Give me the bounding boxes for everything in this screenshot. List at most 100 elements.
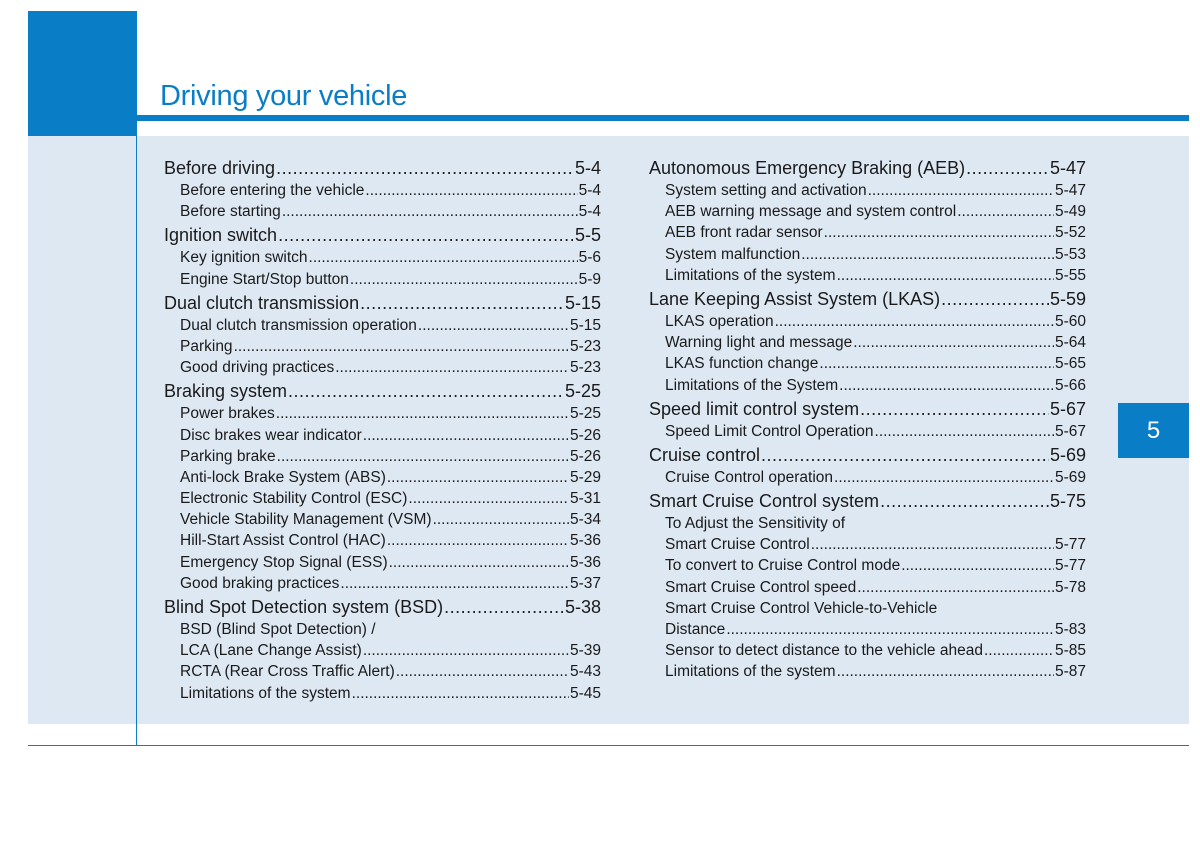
- toc-subsection-entry[interactable]: Vehicle Stability Management (VSM) 5-34: [164, 509, 601, 530]
- toc-page-number: 5-59: [1049, 288, 1086, 309]
- toc-page-number: 5-75: [1049, 491, 1086, 512]
- toc-page-number: 5-34: [569, 511, 601, 529]
- toc-subsection-entry[interactable]: LKAS operation 5-60: [649, 311, 1086, 332]
- chapter-tab[interactable]: 5: [1118, 403, 1189, 458]
- toc-subsection-entry[interactable]: Limitations of the system 5-87: [649, 661, 1086, 682]
- toc-subsection-entry[interactable]: Smart Cruise Control speed 5-78: [649, 577, 1086, 598]
- toc-subsection-entry[interactable]: Smart Cruise Control Vehicle-to-Vehicle: [649, 598, 1086, 619]
- toc-subsection-entry[interactable]: Speed Limit Control Operation 5-67: [649, 421, 1086, 442]
- toc-entry-label: Speed limit control system: [649, 398, 860, 419]
- toc-subsection-entry[interactable]: Limitations of the system 5-45: [164, 683, 601, 704]
- toc-subsection-entry[interactable]: AEB warning message and system control 5-…: [649, 201, 1086, 222]
- toc-subsection-entry[interactable]: Hill-Start Assist Control (HAC) 5-36: [164, 530, 601, 551]
- toc-right-column: Autonomous Emergency Braking (AEB)5-47Sy…: [649, 155, 1086, 683]
- toc-section-entry[interactable]: Braking system 5-25: [164, 379, 601, 403]
- toc-page-number: 5-25: [564, 381, 601, 402]
- toc-dot-leader: [350, 269, 578, 290]
- toc-section-entry[interactable]: Speed limit control system 5-67: [649, 397, 1086, 421]
- toc-page-number: 5-26: [569, 426, 601, 444]
- toc-subsection-entry[interactable]: LCA (Lane Change Assist) 5-39: [164, 640, 601, 661]
- toc-dot-leader: [282, 201, 578, 222]
- toc-dot-leader: [901, 555, 1054, 576]
- toc-dot-leader: [824, 222, 1054, 243]
- toc-page-number: 5-67: [1049, 398, 1086, 419]
- toc-section-entry[interactable]: Smart Cruise Control system 5-75: [649, 489, 1086, 513]
- toc-entry-label: Cruise control: [649, 444, 761, 465]
- toc-dot-leader: [360, 291, 564, 315]
- toc-section-entry[interactable]: Cruise control 5-69: [649, 443, 1086, 467]
- toc-section-entry[interactable]: Before driving 5-4: [164, 156, 601, 180]
- toc-dot-leader: [966, 156, 1049, 180]
- toc-dot-leader: [234, 336, 569, 357]
- toc-subsection-entry[interactable]: Before starting 5-4: [164, 201, 601, 222]
- toc-entry-label: Distance: [665, 621, 726, 638]
- toc-page-number: 5-53: [1054, 245, 1086, 263]
- toc-page-number: 5-49: [1054, 203, 1086, 221]
- toc-section-entry[interactable]: Autonomous Emergency Braking (AEB) 5-47: [649, 156, 1086, 180]
- toc-subsection-entry[interactable]: Anti-lock Brake System (ABS) 5-29: [164, 467, 601, 488]
- toc-entry-label: System malfunction: [665, 245, 801, 263]
- toc-section-entry[interactable]: Lane Keeping Assist System (LKAS) 5-59: [649, 287, 1086, 311]
- toc-subsection-entry[interactable]: Limitations of the system 5-55: [649, 265, 1086, 286]
- toc-subsection-entry[interactable]: Parking brake 5-26: [164, 446, 601, 467]
- toc-subsection-entry[interactable]: System malfunction 5-53: [649, 244, 1086, 265]
- toc-page-number: 5-23: [569, 337, 601, 355]
- toc-subsection-entry[interactable]: Cruise Control operation 5-69: [649, 467, 1086, 488]
- toc-dot-leader: [335, 357, 569, 378]
- toc-entry-label: Disc brakes wear indicator: [180, 426, 362, 444]
- toc-entry-label: Before driving: [164, 158, 276, 178]
- toc-subsection-entry[interactable]: Good driving practices 5-23: [164, 357, 601, 378]
- toc-subsection-entry[interactable]: Power brakes 5-25: [164, 403, 601, 424]
- toc-entry-label: Smart Cruise Control Vehicle-to-Vehicle: [665, 599, 938, 617]
- toc-subsection-entry[interactable]: Good braking practices 5-37: [164, 573, 601, 594]
- page-title: Driving your vehicle: [160, 80, 408, 112]
- toc-subsection-entry[interactable]: AEB front radar sensor 5-52: [649, 222, 1086, 243]
- toc-subsection-entry[interactable]: LKAS function change 5-65: [649, 353, 1086, 374]
- toc-dot-leader: [363, 640, 569, 661]
- toc-subsection-entry[interactable]: Key ignition switch 5-6: [164, 247, 601, 268]
- toc-dot-leader: [418, 315, 569, 336]
- toc-page-number: 5-6: [578, 249, 601, 267]
- toc-subsection-entry[interactable]: Before entering the vehicle 5-4: [164, 180, 601, 201]
- toc-subsection-entry[interactable]: Emergency Stop Signal (ESS) 5-36: [164, 552, 601, 573]
- toc-subsection-entry[interactable]: Disc brakes wear indicator 5-26: [164, 425, 601, 446]
- toc-section-entry[interactable]: Ignition switch 5-5: [164, 223, 601, 247]
- toc-page-number: 5-15: [564, 292, 601, 313]
- toc-subsection-entry[interactable]: Parking 5-23: [164, 336, 601, 357]
- toc-entry-label: Limitations of the system: [665, 266, 836, 284]
- toc-page-number: 5-26: [569, 447, 601, 465]
- toc-subsection-entry[interactable]: Distance 5-83: [649, 619, 1086, 640]
- toc-section-entry[interactable]: Blind Spot Detection system (BSD) 5-38: [164, 595, 601, 619]
- toc-subsection-entry[interactable]: To Adjust the Sensitivity of: [649, 513, 1086, 534]
- toc-subsection-entry[interactable]: Engine Start/Stop button 5-9: [164, 269, 601, 290]
- toc-page-number: 5-77: [1054, 536, 1086, 554]
- toc-subsection-entry[interactable]: System setting and activation 5-47: [649, 180, 1086, 201]
- toc-entry-label: Limitations of the System: [665, 376, 839, 394]
- toc-page-number: 5-85: [1054, 642, 1086, 660]
- toc-page-number: 5-69: [1049, 444, 1086, 465]
- toc-entry-label: LKAS operation: [665, 312, 774, 330]
- toc-page-number: 5-23: [569, 359, 601, 377]
- toc-entry-label: AEB front radar sensor: [665, 224, 823, 242]
- toc-subsection-entry[interactable]: Electronic Stability Control (ESC) 5-31: [164, 488, 601, 509]
- toc-subsection-entry[interactable]: To convert to Cruise Control mode 5-77: [649, 555, 1086, 576]
- toc-entry-label: Key ignition switch: [180, 249, 308, 267]
- toc-subsection-entry[interactable]: Warning light and message 5-64: [649, 332, 1086, 353]
- toc-page-number: 5-9: [578, 270, 601, 288]
- toc-dot-leader: [277, 446, 569, 467]
- toc-subsection-entry[interactable]: RCTA (Rear Cross Traffic Alert) 5-43: [164, 661, 601, 682]
- toc-entry-label: Good driving practices: [180, 359, 335, 377]
- toc-subsection-entry[interactable]: Smart Cruise Control 5-77: [649, 534, 1086, 555]
- toc-dot-leader: [288, 379, 564, 403]
- toc-entry-label: Limitations of the system: [180, 684, 351, 702]
- toc-subsection-entry[interactable]: Limitations of the System 5-66: [649, 375, 1086, 396]
- toc-subsection-entry[interactable]: Dual clutch transmission operation 5-15: [164, 315, 601, 336]
- toc-page-number: 5-29: [569, 468, 601, 486]
- toc-subsection-entry[interactable]: Sensor to detect distance to the vehicle…: [649, 640, 1086, 661]
- toc-page-number: 5-4: [578, 203, 601, 221]
- toc-section-entry[interactable]: Dual clutch transmission 5-15: [164, 291, 601, 315]
- toc-entry-label: Parking brake: [180, 447, 276, 465]
- toc-entry-label: BSD (Blind Spot Detection) /: [180, 621, 376, 638]
- toc-subsection-entry[interactable]: BSD (Blind Spot Detection) /: [164, 619, 601, 640]
